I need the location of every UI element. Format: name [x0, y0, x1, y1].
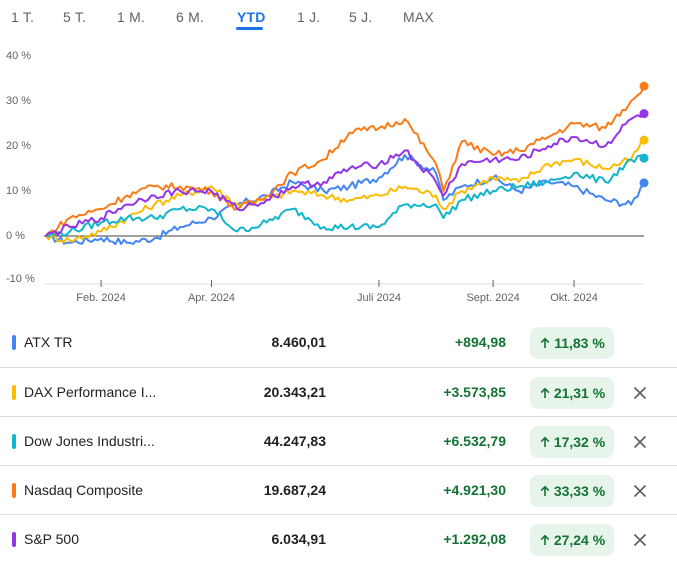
comparison-chart[interactable]: 40 % 30 % 20 % 10 % 0 % -10 % Feb. 2024 …: [0, 40, 677, 320]
arrow-up-icon: [540, 436, 550, 447]
remove-comparison-button[interactable]: [627, 429, 653, 455]
series-color-swatch: [12, 385, 16, 400]
y-tick-label: 10 %: [6, 185, 32, 197]
percent-change-badge: 27,24 %: [530, 524, 614, 556]
tab-6-months[interactable]: 6 M.: [176, 9, 205, 25]
close-icon: [633, 386, 647, 400]
arrow-up-icon: [540, 337, 550, 348]
list-item[interactable]: Nasdaq Composite 19.687,24 +4.921,30 33,…: [0, 465, 677, 514]
tab-1-month[interactable]: 1 M.: [117, 9, 146, 25]
index-change: +6.532,79: [443, 433, 506, 449]
series-line-1: [45, 154, 645, 246]
series-color-swatch: [12, 483, 16, 498]
x-tick-label: Juli 2024: [356, 292, 401, 304]
series-line-2: [45, 139, 645, 244]
index-change: +1.292,08: [443, 531, 506, 547]
index-name: Dow Jones Industri...: [24, 433, 155, 449]
series-line-5: [45, 112, 645, 237]
index-name: Nasdaq Composite: [24, 482, 144, 498]
percent-change-badge: 11,83 %: [530, 327, 614, 359]
index-change: +894,98: [455, 334, 506, 350]
tab-max[interactable]: MAX: [403, 9, 434, 25]
index-price: 8.460,01: [271, 334, 327, 350]
series-end-marker-5: [639, 109, 649, 119]
index-name: S&P 500: [24, 531, 80, 547]
series-end-marker-2: [639, 135, 649, 145]
chart-plot-area: [44, 81, 649, 287]
x-tick-label: Apr. 2024: [187, 292, 236, 304]
index-price: 20.343,21: [263, 384, 326, 400]
list-item[interactable]: DAX Performance I... 20.343,21 +3.573,85…: [0, 367, 677, 416]
y-tick-label: 20 %: [6, 140, 32, 152]
remove-comparison-button[interactable]: [627, 478, 653, 504]
index-change: +4.921,30: [443, 482, 506, 498]
index-name: ATX TR: [24, 334, 73, 350]
series-color-swatch: [12, 434, 16, 449]
series-color-swatch: [12, 335, 16, 350]
x-tick-label: Feb. 2024: [76, 292, 126, 304]
series-color-swatch: [12, 532, 16, 547]
tab-1-day[interactable]: 1 T.: [11, 9, 35, 25]
series-end-marker-1: [639, 178, 649, 188]
list-item[interactable]: Dow Jones Industri... 44.247,83 +6.532,7…: [0, 416, 677, 465]
close-icon: [633, 533, 647, 547]
close-icon: [633, 484, 647, 498]
remove-comparison-button[interactable]: [627, 527, 653, 553]
index-change: +3.573,85: [443, 384, 506, 400]
series-line-3: [45, 154, 645, 238]
active-tab-indicator: [236, 27, 263, 30]
percent-change-value: 11,83 %: [554, 335, 605, 351]
percent-change-value: 33,33 %: [553, 483, 606, 499]
y-tick-label: 0 %: [6, 230, 25, 242]
index-price: 19.687,24: [263, 482, 326, 498]
percent-change-badge: 33,33 %: [530, 475, 614, 507]
index-name: DAX Performance I...: [24, 384, 157, 400]
x-tick-label: Okt. 2024: [550, 292, 598, 304]
list-item[interactable]: S&P 500 6.034,91 +1.292,08 27,24 %: [0, 514, 677, 563]
arrow-up-icon: [540, 534, 550, 545]
y-tick-label: 40 %: [6, 50, 32, 62]
tab-5-years[interactable]: 5 J.: [349, 9, 373, 25]
tab-1-year[interactable]: 1 J.: [297, 9, 321, 25]
series-end-marker-3: [639, 153, 649, 163]
index-price: 6.034,91: [271, 531, 327, 547]
percent-change-value: 21,31 %: [553, 385, 606, 401]
index-price: 44.247,83: [263, 433, 326, 449]
tab-ytd[interactable]: YTD: [237, 9, 266, 25]
x-tick-label: Sept. 2024: [466, 292, 520, 304]
time-range-tabs: 1 T. 5 T. 1 M. 6 M. YTD 1 J. 5 J. MAX: [0, 0, 677, 34]
arrow-up-icon: [540, 485, 550, 496]
percent-change-badge: 21,31 %: [530, 377, 614, 409]
close-icon: [633, 435, 647, 449]
percent-change-value: 27,24 %: [553, 532, 606, 548]
y-tick-label: 30 %: [6, 95, 32, 107]
arrow-up-icon: [540, 387, 550, 398]
percent-change-badge: 17,32 %: [530, 426, 614, 458]
remove-comparison-button[interactable]: [627, 380, 653, 406]
y-tick-label: -10 %: [6, 273, 35, 285]
series-line-4: [45, 85, 645, 237]
series-end-marker-4: [639, 81, 649, 91]
tab-5-days[interactable]: 5 T.: [63, 9, 87, 25]
list-item[interactable]: ATX TR 8.460,01 +894,98 11,83 %: [0, 318, 677, 367]
percent-change-value: 17,32 %: [553, 434, 606, 450]
